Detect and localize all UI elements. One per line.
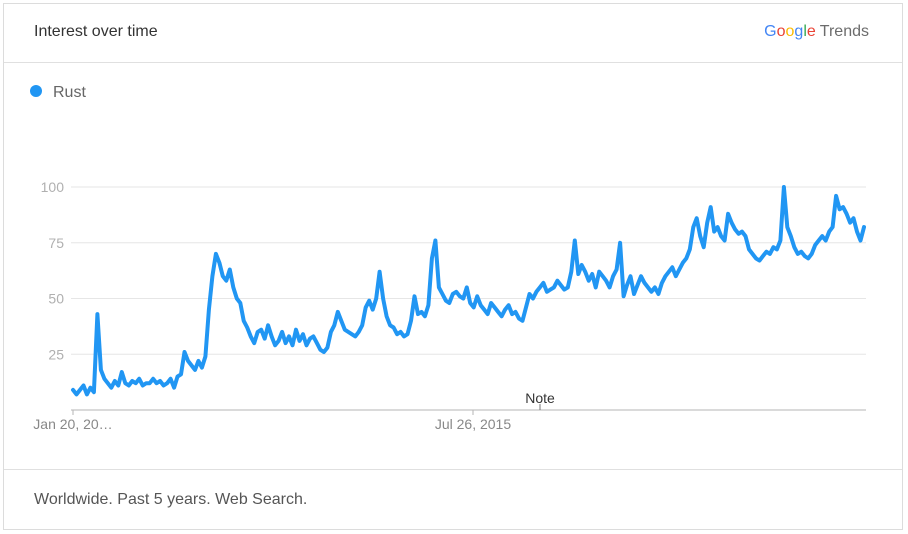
y-tick-label: 50 [48, 291, 64, 307]
series-line-rust [71, 185, 866, 397]
logo-letter: e [806, 23, 816, 40]
card-footer: Worldwide. Past 5 years. Web Search. [4, 469, 902, 529]
y-tick-label: 25 [48, 346, 64, 362]
logo-letter: o [776, 23, 786, 40]
logo-letter: o [785, 23, 795, 40]
logo-product: Trends [819, 23, 869, 40]
google-trends-logo[interactable]: Google Trends [764, 23, 869, 41]
y-tick-label: 100 [41, 179, 65, 195]
x-tick-label: Jul 26, 2015 [435, 416, 511, 432]
footer-text: Worldwide. Past 5 years. Web Search. [34, 491, 308, 508]
logo-letter: G [764, 23, 777, 40]
chart-title: Interest over time [34, 23, 158, 40]
logo-letter: g [794, 23, 804, 40]
chart-card: Interest over time Google Trends Rust Wor… [3, 3, 903, 530]
card-header: Interest over time Google Trends [4, 4, 902, 63]
legend: Rust [30, 84, 86, 102]
legend-dot-icon [30, 85, 42, 97]
x-tick-label: Jan 20, 20… [33, 416, 112, 432]
annotation-note: Note [525, 390, 555, 406]
legend-label: Rust [53, 84, 86, 101]
logo-letter: l [803, 23, 807, 40]
y-tick-label: 75 [48, 235, 64, 251]
